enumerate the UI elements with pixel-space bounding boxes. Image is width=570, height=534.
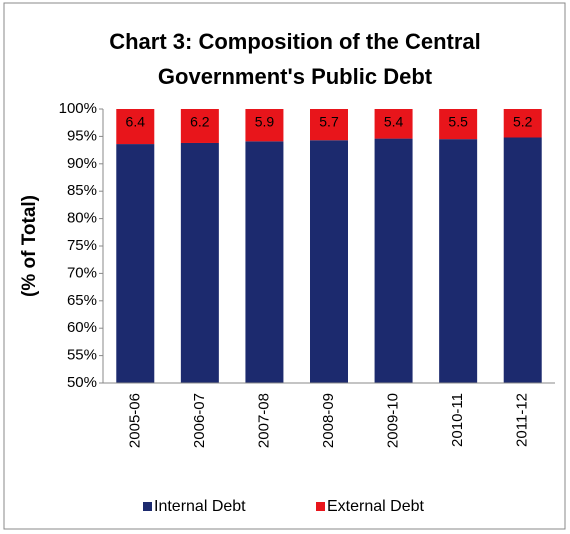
bar-segment — [180, 109, 219, 143]
x-tick-label: 2007-08 — [255, 393, 272, 448]
y-tick-label: 80% — [67, 210, 97, 227]
data-label: 6.2 — [190, 114, 210, 130]
bar-segment — [374, 109, 413, 139]
bar-segment — [245, 109, 284, 142]
y-tick-label: 95% — [67, 127, 97, 144]
bar-segment — [439, 139, 478, 383]
y-axis-label: (% of Total) — [19, 195, 40, 297]
data-label: 5.7 — [319, 114, 339, 130]
x-tick-label: 2010-11 — [449, 393, 466, 447]
y-tick-label: 65% — [67, 292, 97, 309]
data-label: 5.4 — [384, 114, 404, 130]
x-tick-label: 2008-09 — [320, 393, 337, 448]
x-tick-label: 2009-10 — [385, 393, 402, 448]
data-label: 5.9 — [255, 114, 275, 130]
y-tick-label: 75% — [67, 237, 97, 254]
bar-segment — [245, 141, 284, 383]
legend-marker — [143, 502, 152, 511]
chart-title: Chart 3: Composition of the Central Gove… — [109, 29, 481, 89]
y-tick-label: 100% — [59, 100, 97, 117]
bar-segment — [116, 144, 155, 383]
y-tick-label: 60% — [67, 319, 97, 336]
data-label: 6.4 — [126, 114, 146, 130]
bar-segment — [503, 137, 542, 383]
x-tick-label: 2006-07 — [191, 393, 208, 448]
y-tick-label: 70% — [67, 264, 97, 281]
x-tick-label: 2005-06 — [126, 393, 143, 448]
bar-segment — [439, 109, 478, 140]
bar-segment — [503, 109, 542, 138]
data-label: 5.2 — [513, 114, 533, 130]
bar-segment — [180, 142, 219, 383]
chart-frame — [3, 2, 566, 530]
bar-segment — [310, 140, 348, 383]
legend-label: Internal Debt — [154, 498, 246, 515]
x-tick-label: 2011-12 — [514, 393, 531, 447]
y-tick-label: 55% — [67, 347, 97, 364]
bar-segment — [374, 138, 413, 383]
y-tick-label: 50% — [67, 374, 97, 391]
data-label: 5.5 — [448, 114, 468, 130]
y-tick-label: 85% — [67, 182, 97, 199]
legend-label: External Debt — [327, 498, 424, 515]
y-tick-label: 90% — [67, 155, 97, 172]
bar-segment — [116, 109, 155, 145]
bar-segment — [310, 109, 348, 141]
legend-marker — [316, 502, 325, 511]
